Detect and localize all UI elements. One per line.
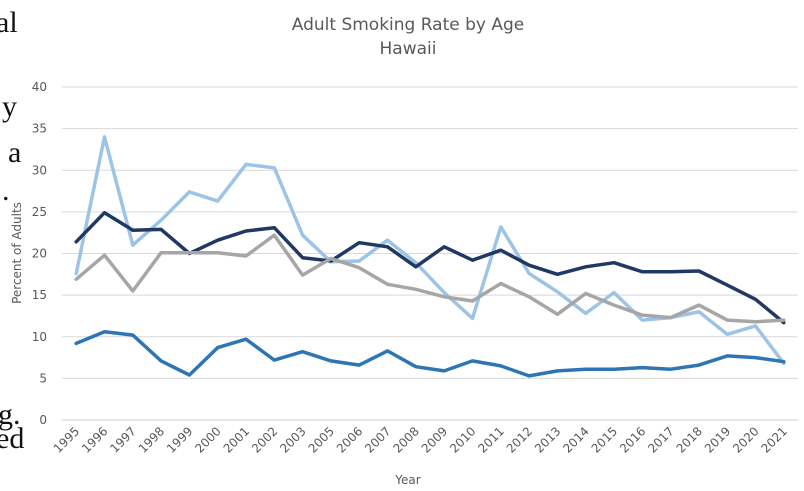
chart-title: Adult Smoking Rate by Age <box>292 15 525 35</box>
y-tick-label: 35 <box>32 122 47 136</box>
y-axis-label: Percent of Adults <box>10 202 24 304</box>
x-tick-label: 1999 <box>164 424 195 455</box>
series-line-3 <box>74 233 786 324</box>
x-tick-label: 2013 <box>532 424 563 455</box>
y-tick-label: 20 <box>32 247 47 261</box>
x-tick-label: 2015 <box>589 424 620 455</box>
background-text-line: g. <box>0 398 21 431</box>
chart-subtitle: Hawaii <box>380 39 437 59</box>
x-tick-label: 2012 <box>504 424 535 455</box>
x-axis-ticks: 1995199619971998199920002001200220032005… <box>51 424 790 455</box>
y-tick-label: 30 <box>32 163 47 177</box>
x-tick-label: 2003 <box>277 424 308 455</box>
background-text-line: . <box>2 174 10 207</box>
gridlines <box>62 86 798 421</box>
x-tick-label: 2002 <box>249 424 280 455</box>
x-tick-label: 2020 <box>730 424 761 455</box>
y-axis-ticks: 0 5 10 15 20 25 30 35 40 <box>32 80 47 427</box>
x-tick-label: 2000 <box>192 424 223 455</box>
y-tick-label: 40 <box>32 80 47 94</box>
x-tick-label: 2018 <box>674 424 705 455</box>
x-tick-label: 2021 <box>758 424 789 455</box>
x-tick-label: 2017 <box>645 424 676 455</box>
x-tick-label: 2010 <box>447 424 478 455</box>
x-tick-label: 1996 <box>79 424 110 455</box>
series-line-2 <box>74 210 786 325</box>
y-tick-label: 15 <box>32 288 47 302</box>
background-text-line: y <box>2 90 17 123</box>
background-text-line: ed <box>0 422 25 455</box>
y-tick-label: 25 <box>32 205 47 219</box>
x-tick-label: 2005 <box>306 424 337 455</box>
x-tick-label: 2011 <box>475 424 506 455</box>
x-tick-label: 2008 <box>390 424 421 455</box>
x-tick-label: 2007 <box>362 424 393 455</box>
x-tick-label: 1995 <box>51 424 82 455</box>
y-tick-label: 10 <box>32 330 47 344</box>
y-tick-label: 0 <box>39 413 47 427</box>
x-tick-label: 1998 <box>136 424 167 455</box>
background-text-line: al <box>0 6 18 39</box>
x-tick-label: 2019 <box>702 424 733 455</box>
y-tick-label: 5 <box>39 371 47 385</box>
series-line-1 <box>74 135 786 366</box>
background-text-line: a <box>8 136 22 169</box>
x-tick-label: 2016 <box>617 424 648 455</box>
x-tick-label: 2006 <box>334 424 365 455</box>
series-lines <box>74 135 786 378</box>
x-tick-label: 2001 <box>221 424 252 455</box>
x-tick-label: 2014 <box>560 424 591 455</box>
x-tick-label: 2009 <box>419 424 450 455</box>
x-axis-label: Year <box>394 473 420 487</box>
x-tick-label: 1997 <box>107 424 138 455</box>
series-line-4 <box>74 330 786 378</box>
